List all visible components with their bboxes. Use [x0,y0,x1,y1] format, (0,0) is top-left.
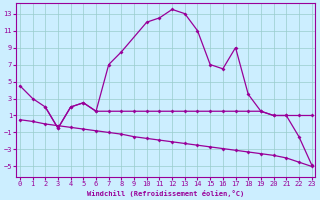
X-axis label: Windchill (Refroidissement éolien,°C): Windchill (Refroidissement éolien,°C) [87,190,244,197]
